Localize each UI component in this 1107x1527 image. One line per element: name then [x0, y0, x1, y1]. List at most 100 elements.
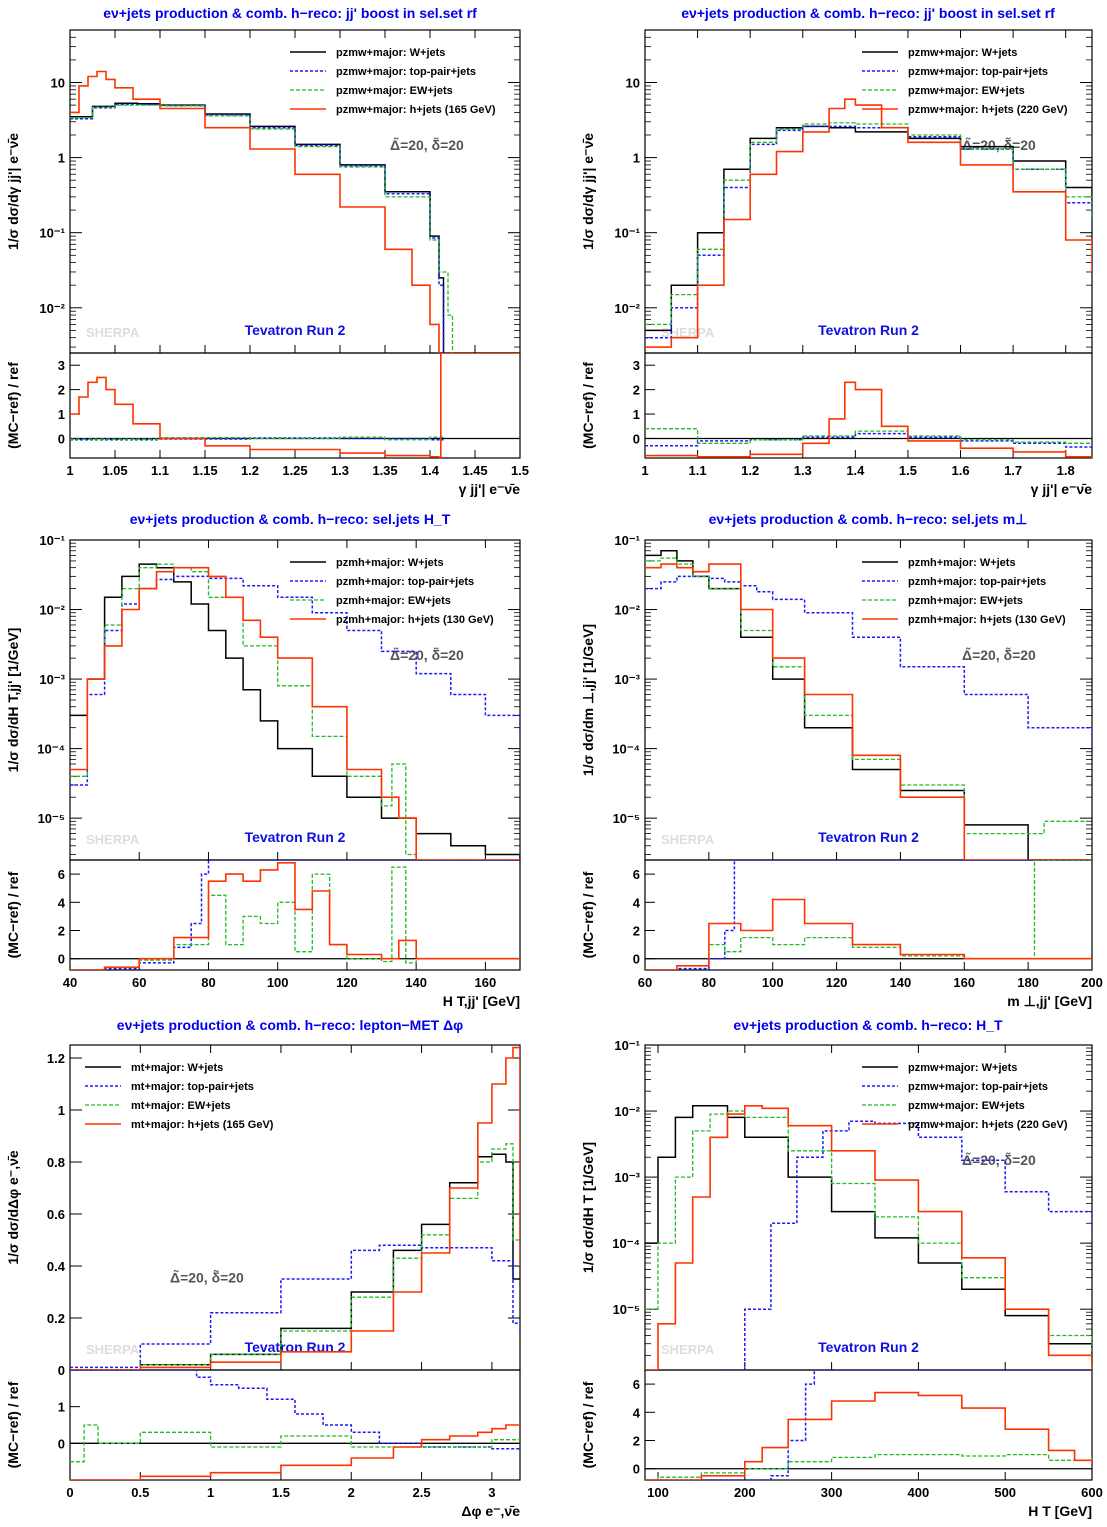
ratio-y-tick-label: 0: [58, 1436, 65, 1451]
x-tick-label: 120: [826, 975, 848, 990]
y-tick-label: 0.4: [47, 1259, 66, 1274]
series-line-w-jets: [70, 102, 445, 353]
y-tick-label: 10⁻⁵: [38, 811, 65, 826]
y-tick-label: 10⁻²: [39, 603, 65, 618]
series-line-ew-jets: [70, 1143, 520, 1370]
x-tick-label: 100: [647, 1485, 669, 1500]
y-tick-label: 10⁻²: [614, 603, 640, 618]
x-tick-label: 100: [267, 975, 289, 990]
x-tick-label: 1.15: [192, 463, 217, 478]
chart-panel-2: eν+jets production & comb. h−reco: jj' b…: [580, 5, 1093, 497]
legend-entry: pzmw+major: top-pair+jets: [908, 1081, 1048, 1093]
series-line-ew-jets: [645, 1110, 1092, 1356]
x-tick-label: 1.35: [372, 463, 397, 478]
ratio-plot-frame: [69, 352, 521, 459]
x-tick-label: 300: [821, 1485, 843, 1500]
x-tick-label: 1: [66, 463, 73, 478]
ratio-plot-frame: [644, 352, 1093, 459]
chart-panel-1: eν+jets production & comb. h−reco: jj' b…: [5, 5, 529, 497]
x-axis-label: γ jj'| e⁻ν̄e: [1031, 481, 1093, 497]
x-tick-label: 1.2: [241, 463, 259, 478]
ratio-line-h-jets: [70, 862, 520, 970]
y-tick-label: 10⁻¹: [614, 533, 640, 548]
y-tick-label: 10⁻⁴: [612, 1236, 640, 1251]
ratio-y-tick-label: 4: [58, 895, 66, 910]
ratio-y-axis-label: (MC−ref) / ref: [580, 871, 596, 958]
ratio-line-h-jets: [645, 381, 1092, 458]
x-tick-label: 1.2: [741, 463, 759, 478]
y-tick-label: 10⁻²: [39, 301, 65, 316]
main-plot-frame: [69, 29, 521, 354]
legend-entry: pzmw+major: EW+jets: [908, 85, 1025, 97]
run-label: Tevatron Run 2: [818, 322, 919, 338]
x-tick-label: 0: [66, 1485, 73, 1500]
ratio-y-tick-label: 4: [633, 895, 641, 910]
legend-entry: pzmw+major: top-pair+jets: [908, 66, 1048, 78]
legend-entry: pzmh+major: top-pair+jets: [336, 576, 474, 588]
chart-title: eν+jets production & comb. h−reco: jj' b…: [681, 5, 1055, 21]
series-line-ew-jets: [70, 563, 520, 860]
ratio-y-tick-label: 0: [58, 952, 65, 967]
series-line-h-jets: [70, 1046, 520, 1370]
ratio-y-axis-label: (MC−ref) / ref: [580, 1381, 596, 1468]
legend-entry: pzmh+major: EW+jets: [908, 595, 1023, 607]
param-label: Δ̃=20, δ̃=20: [390, 136, 464, 153]
ratio-plot-frame: [69, 1369, 521, 1481]
x-tick-label: 1.4: [846, 463, 865, 478]
series-line-top-pair-jets: [70, 1244, 520, 1369]
y-tick-label: 1: [633, 151, 640, 166]
y-tick-label: 10⁻⁴: [37, 742, 65, 757]
ratio-y-tick-label: 3: [633, 358, 640, 373]
series-line-w-jets: [645, 1105, 1092, 1364]
chart-title: eν+jets production & comb. h−reco: lepto…: [117, 1017, 463, 1033]
legend-entry: pzmh+major: top-pair+jets: [908, 576, 1046, 588]
legend-entry: pzmw+major: h+jets (220 GeV): [908, 104, 1068, 116]
x-axis-label: H T,jj' [GeV]: [443, 993, 520, 1009]
y-axis-label: 1/σ dσ/dH T [1/GeV]: [580, 1142, 596, 1273]
x-tick-label: 3: [488, 1485, 495, 1500]
sherpa-watermark: SHERPA: [86, 325, 140, 340]
series-line-ew-jets: [70, 104, 454, 353]
ratio-line-h-jets: [645, 898, 1092, 970]
x-tick-label: 1: [641, 463, 648, 478]
y-axis-label: 1/σ dσ/dH T,jj' [1/GeV]: [5, 628, 21, 773]
x-tick-label: 0.5: [131, 1485, 149, 1500]
x-tick-label: 2: [348, 1485, 355, 1500]
x-tick-label: 2.5: [413, 1485, 431, 1500]
param-label: Δ̃=20, δ̃=20: [170, 1268, 244, 1285]
x-tick-label: 1.5: [511, 463, 529, 478]
ratio-y-tick-label: 4: [633, 1405, 641, 1420]
sherpa-watermark: SHERPA: [86, 1342, 140, 1357]
y-axis-label: 1/σ dσ/dm ⊥,jj' [1/GeV]: [580, 624, 596, 776]
y-tick-label: 10⁻⁴: [612, 742, 640, 757]
y-axis-label: 1/σ dσ/dγ jj'| e⁻ν̄e: [580, 133, 596, 250]
x-tick-label: 40: [63, 975, 77, 990]
x-tick-label: 1.1: [151, 463, 169, 478]
x-tick-label: 160: [475, 975, 497, 990]
run-label: Tevatron Run 2: [245, 322, 346, 338]
main-plot-frame: [644, 1044, 1093, 1371]
ratio-y-tick-label: 6: [58, 867, 65, 882]
series-line-h-jets: [70, 566, 520, 860]
x-tick-label: 1.3: [331, 463, 349, 478]
legend-entry: mt+major: h+jets (165 GeV): [131, 1119, 274, 1131]
x-tick-label: 120: [336, 975, 358, 990]
ratio-line-ew-jets: [70, 1424, 520, 1463]
x-axis-label: Δφ e⁻,ν̄e: [461, 1503, 520, 1519]
ratio-line-top-pair-jets: [645, 860, 1092, 970]
y-tick-label: 0.6: [47, 1207, 65, 1222]
chart-panel-4: eν+jets production & comb. h−reco: sel.j…: [580, 511, 1103, 1009]
series-line-top-pair-jets: [70, 575, 520, 786]
run-label: Tevatron Run 2: [245, 829, 346, 845]
sherpa-watermark: SHERPA: [661, 1342, 715, 1357]
y-tick-label: 10⁻⁵: [613, 811, 640, 826]
legend-entry: mt+major: EW+jets: [131, 1100, 231, 1112]
ratio-y-tick-label: 2: [633, 924, 640, 939]
series-line-h-jets: [645, 563, 1092, 860]
ratio-y-tick-label: 6: [633, 1377, 640, 1392]
param-label: Δ̃=20, δ̃=20: [962, 646, 1036, 663]
x-tick-label: 400: [908, 1485, 930, 1500]
legend-entry: pzmw+major: W+jets: [908, 1062, 1017, 1074]
y-tick-label: 0.8: [47, 1155, 65, 1170]
y-tick-label: 10⁻⁵: [613, 1302, 640, 1317]
